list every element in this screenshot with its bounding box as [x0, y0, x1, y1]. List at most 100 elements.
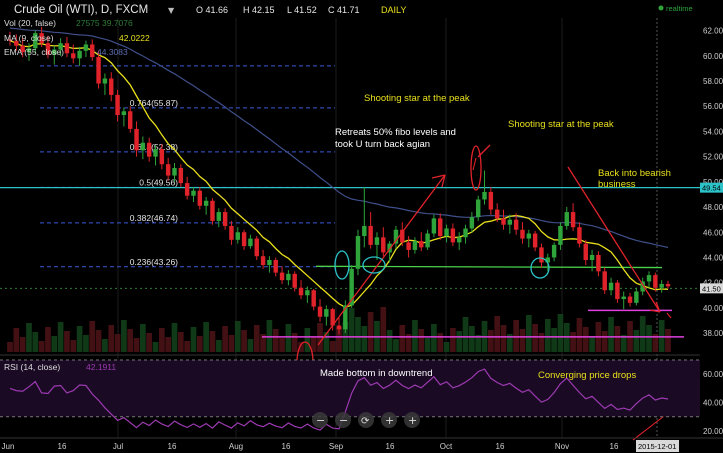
candle-body: [513, 219, 519, 230]
candle-body: [292, 273, 297, 288]
bearish-arrow-shaft: [567, 166, 661, 313]
realtime-dot-icon: [658, 5, 664, 11]
date-badge: [636, 440, 679, 452]
scroll-right-icon[interactable]: [381, 412, 397, 428]
candle-body: [412, 241, 418, 250]
candle-body: [203, 200, 209, 206]
candle-body: [602, 271, 607, 291]
time-tick-label: 16: [496, 442, 505, 451]
candle-body: [615, 282, 620, 300]
volume-bar: [633, 330, 640, 352]
volume-bar: [323, 332, 330, 352]
volume-bar: [234, 321, 241, 352]
legend-ma[interactable]: MA (9, close): [4, 33, 54, 43]
annotation-shooting-star-1: Shooting star at the peak: [364, 93, 470, 104]
time-tick-label: Sep: [329, 442, 344, 451]
candle-body: [570, 212, 576, 228]
candle-body: [222, 212, 228, 226]
annotation-bearish-line-1: Back into bearish: [598, 168, 671, 179]
rsi-line: [9, 368, 669, 431]
candle-body: [298, 287, 304, 296]
candle-body: [336, 325, 342, 330]
support-touch-circle: [362, 256, 386, 274]
candle-body: [608, 282, 614, 291]
rsi-band: [0, 360, 700, 417]
symbol-dropdown-icon[interactable]: ▼: [168, 6, 175, 15]
candle-body: [134, 128, 139, 151]
uptrend-arrow-shaft: [317, 174, 446, 346]
volume-bar: [386, 330, 393, 352]
bearish-arrow-head-b: [655, 301, 661, 313]
reset-icon[interactable]: [358, 412, 374, 428]
ohlc-close: C 41.71: [328, 5, 360, 15]
ohlc-high: H 42.15: [243, 5, 275, 15]
price-tick-label: 48.00: [703, 203, 723, 212]
symbol-title[interactable]: Crude Oil (WTI), D, FXCM: [14, 4, 148, 16]
candle-body: [501, 218, 506, 225]
volume-bar: [146, 333, 153, 352]
legend-ema[interactable]: EMA (55, close): [4, 47, 64, 57]
volume-bar: [177, 332, 184, 352]
candle-body: [444, 228, 449, 237]
candle-body: [90, 44, 95, 58]
annotation-shapes: [296, 144, 672, 441]
candle-body: [456, 237, 462, 243]
scroll-left-icon[interactable]: [335, 412, 351, 428]
rsi-converging-arrow: [632, 412, 669, 441]
svg-text:⟳: ⟳: [361, 416, 370, 427]
volume-bar: [291, 333, 298, 352]
time-tick-label: 16: [282, 442, 291, 451]
volume-bar: [222, 326, 228, 352]
candle-body: [121, 111, 127, 116]
fib-level-label: 0.382(46.74): [130, 213, 178, 223]
volume-bar: [513, 320, 520, 352]
candle-body: [178, 167, 184, 184]
candle-body: [330, 309, 335, 326]
volume-bar: [608, 317, 614, 352]
candle-body: [7, 39, 13, 41]
period-label: DAILY: [381, 5, 406, 15]
volume-bar: [285, 324, 292, 352]
volume-bar: [95, 330, 102, 352]
volume-bar: [544, 319, 551, 352]
volume-bar: [152, 342, 159, 352]
candlesticks: [7, 26, 671, 335]
fib-level-label: 0.764(55.87): [130, 98, 178, 108]
resistance-price-badge: [700, 182, 723, 193]
candle-body: [419, 241, 424, 248]
rsi-tick-label: 20.00: [703, 427, 723, 436]
volume-bar: [57, 322, 64, 352]
candle-body: [96, 57, 101, 84]
volume-bar: [260, 334, 266, 352]
volume-bar: [266, 320, 273, 352]
rsi-tick-label: 40.00: [703, 399, 723, 408]
rsi-label[interactable]: RSI (14, close): [4, 362, 60, 372]
volume-bar: [70, 340, 77, 352]
candle-body: [210, 200, 215, 221]
price-tick-label: 50.00: [703, 178, 723, 187]
candle-body: [488, 191, 494, 210]
time-tick-label: Jul: [113, 442, 123, 451]
candle-body: [197, 190, 203, 206]
zoom-in-icon[interactable]: [404, 412, 420, 428]
bearish-arrow-head-a: [649, 309, 661, 313]
legend-volume[interactable]: Vol (20, false): [4, 18, 56, 28]
volume-bar: [121, 320, 127, 352]
rsi-tick-label: 60.00: [703, 370, 723, 379]
price-tick-label: 52.00: [703, 153, 723, 162]
candle-body: [589, 254, 595, 260]
volume-bar: [652, 334, 659, 352]
price-axis-bg: [700, 0, 723, 453]
legend-ma-value: 42.0222: [119, 33, 150, 43]
zoom-out-icon[interactable]: [312, 412, 328, 428]
volume-bar: [102, 339, 108, 352]
svg-text:−: −: [339, 414, 348, 427]
ema-line: [9, 27, 669, 249]
volume-bar: [424, 338, 431, 352]
volume-bar: [620, 335, 627, 352]
volume-bar: [7, 342, 13, 352]
candle-body: [627, 296, 633, 303]
fib-level-label: 0.236(43.26): [130, 257, 178, 267]
volume-bar: [431, 324, 437, 352]
